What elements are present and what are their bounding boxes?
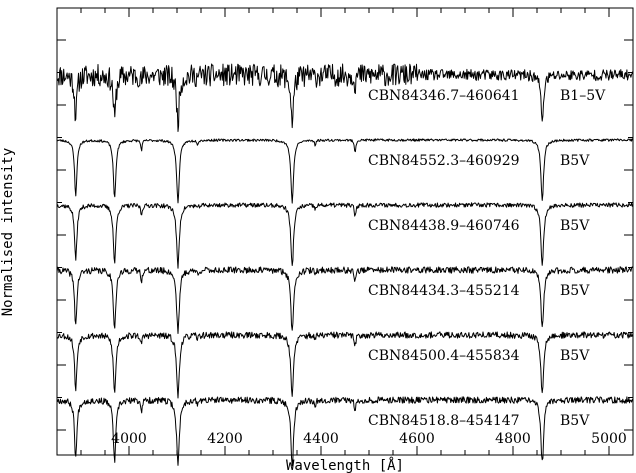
x-tick-label: 4600 (399, 431, 435, 447)
star-name-label: CBN84346.7–460641 (368, 88, 520, 104)
spectrum-labels: CBN84346.7–460641 B1–5V CBN84552.3–460929 B… (368, 88, 606, 429)
spectrum-line (56, 396, 634, 467)
star-name-label: CBN84518.8–454147 (368, 413, 520, 429)
star-name-label: CBN84438.9–460746 (368, 218, 520, 234)
x-tick-label: 4200 (207, 431, 243, 447)
spectrum-line (56, 202, 634, 269)
spectral-type-label: B5V (560, 153, 590, 169)
axis-ticks (56, 8, 634, 455)
x-tick-label: 4800 (495, 431, 531, 447)
spectral-type-label: B1–5V (560, 88, 606, 104)
star-name-label: CBN84500.4–455834 (368, 348, 520, 364)
spectral-type-label: B5V (560, 348, 590, 364)
x-axis-label: Wavelength [Å] (286, 457, 404, 473)
spectrum-line (56, 138, 634, 204)
y-axis-label: Normalised intensity (0, 148, 16, 317)
x-tick-label: 5000 (591, 431, 627, 447)
spectrum-line (56, 331, 634, 399)
x-tick-label: 4400 (303, 431, 339, 447)
spectrum-line (56, 63, 634, 132)
spectral-type-label: B5V (560, 218, 590, 234)
star-name-label: CBN84434.3–455214 (368, 283, 520, 299)
spectral-type-label: B5V (560, 413, 590, 429)
spectral-type-label: B5V (560, 283, 590, 299)
star-name-label: CBN84552.3–460929 (368, 153, 520, 169)
spectrum-line (56, 266, 634, 334)
x-tick-labels: 4000 4200 4400 4600 4800 5000 (111, 431, 627, 447)
spectra-series (56, 63, 634, 467)
x-tick-label: 4000 (111, 431, 147, 447)
